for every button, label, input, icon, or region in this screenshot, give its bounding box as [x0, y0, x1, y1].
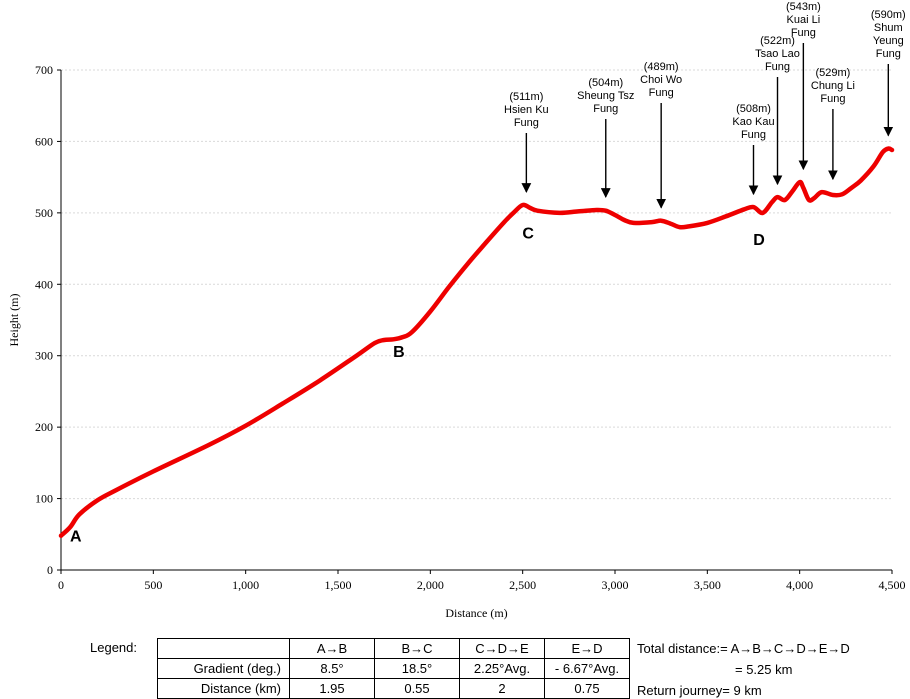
x-tick-label: 0 [58, 578, 64, 592]
peak-name-label: Yeung [873, 35, 904, 47]
peak-name-label: Hsien Ku [504, 104, 549, 116]
legend-col-header: C→D→E [459, 638, 545, 659]
x-tick-label: 1,000 [232, 578, 259, 592]
y-axis-title: Height (m) [7, 294, 21, 347]
peak-height-label: (504m) [588, 77, 623, 89]
x-tick-label: 1,500 [325, 578, 352, 592]
peak-name-label: Chung Li [811, 80, 855, 92]
legend-corner-cell [157, 638, 290, 659]
peak-height-label: (543m) [786, 1, 821, 13]
y-tick-label: 300 [35, 349, 53, 363]
peak-name-label: Sheung Tsz [577, 90, 634, 102]
return-journey: Return journey= 9 km [637, 683, 762, 698]
y-tick-label: 500 [35, 206, 53, 220]
peak-height-label: (489m) [644, 61, 679, 73]
peak-height-label: (522m) [760, 35, 795, 47]
legend-row-gradient: Gradient (deg.) 8.5° 18.5° 2.25°Avg. - 6… [157, 658, 630, 679]
legend-cell: - 6.67°Avg. [544, 658, 630, 679]
peak-height-label: (508m) [736, 103, 771, 115]
tick-labels: 0 100 200 300 400 500 600 700 0 500 1,000 1,500 2,00… [35, 63, 906, 592]
y-tick-label: 200 [35, 420, 53, 434]
peak-name-label: Kuai Li [787, 14, 821, 26]
legend-cell: 2.25°Avg. [459, 658, 545, 679]
legend-col-header: E→D [544, 638, 630, 659]
legend-cell: 18.5° [374, 658, 460, 679]
legend-table: A→B B→C C→D→E E→D Gradient (deg.) 8.5° 1… [157, 638, 630, 699]
legend-row-label: Gradient (deg.) [157, 658, 290, 679]
peak-height-label: (590m) [871, 9, 906, 21]
peak-name-label: Fung [514, 117, 539, 129]
peak-name-label: Choi Wo [640, 74, 682, 86]
legend-row-distance: Distance (km) 1.95 0.55 2 0.75 [157, 678, 630, 699]
y-tick-label: 0 [47, 563, 53, 577]
legend-cell: 0.75 [544, 678, 630, 699]
legend-cell: 8.5° [289, 658, 375, 679]
peak-name-label: Fung [649, 87, 674, 99]
peak-name-label: Fung [593, 103, 618, 115]
point-label-b: B [393, 344, 405, 361]
y-tick-label: 100 [35, 492, 53, 506]
x-tick-label: 4,000 [786, 578, 813, 592]
legend-label: Legend: [90, 640, 137, 655]
x-tick-label: 2,000 [417, 578, 444, 592]
legend-header-row: A→B B→C C→D→E E→D [157, 638, 630, 659]
peak-name-label: Fung [876, 48, 901, 60]
peak-name-label: Fung [791, 27, 816, 39]
legend-col-header: B→C [374, 638, 460, 659]
y-tick-label: 400 [35, 277, 53, 291]
peak-name-label: Tsao Lao [755, 48, 800, 60]
x-tick-label: 3,000 [602, 578, 629, 592]
peak-name-label: Fung [820, 93, 845, 105]
point-label-a: A [70, 528, 82, 545]
peak-name-label: Shum [874, 22, 903, 34]
peak-height-label: (529m) [815, 67, 850, 79]
x-tick-label: 3,500 [694, 578, 721, 592]
peak-name-label: Kao Kau [732, 116, 774, 128]
peak-name-label: Fung [765, 61, 790, 73]
x-axis-title: Distance (m) [445, 606, 507, 620]
point-label-d: D [753, 232, 765, 249]
grid-lines [61, 69, 892, 500]
axes [57, 69, 893, 574]
legend-col-header: A→B [289, 638, 375, 659]
x-tick-label: 500 [144, 578, 162, 592]
legend-cell: 1.95 [289, 678, 375, 699]
legend-cell: 2 [459, 678, 545, 699]
elevation-profile-line [58, 146, 895, 538]
y-tick-label: 700 [35, 63, 53, 77]
point-labels: ABCDE [70, 226, 765, 546]
x-tick-label: 4,500 [879, 578, 906, 592]
elevation-chart: 0 100 200 300 400 500 600 700 0 500 1,000 1,500 2,00… [7, 1, 906, 620]
legend-row-label: Distance (km) [157, 678, 290, 699]
y-tick-label: 600 [35, 134, 53, 148]
peak-name-label: Fung [741, 129, 766, 141]
total-distance-label: Total distance:= A→B→C→D→E→D [637, 641, 850, 656]
legend-cell: 0.55 [374, 678, 460, 699]
total-distance-value: = 5.25 km [735, 662, 793, 677]
peak-height-label: (511m) [509, 91, 543, 103]
x-tick-label: 2,500 [509, 578, 536, 592]
point-label-c: C [522, 226, 534, 243]
